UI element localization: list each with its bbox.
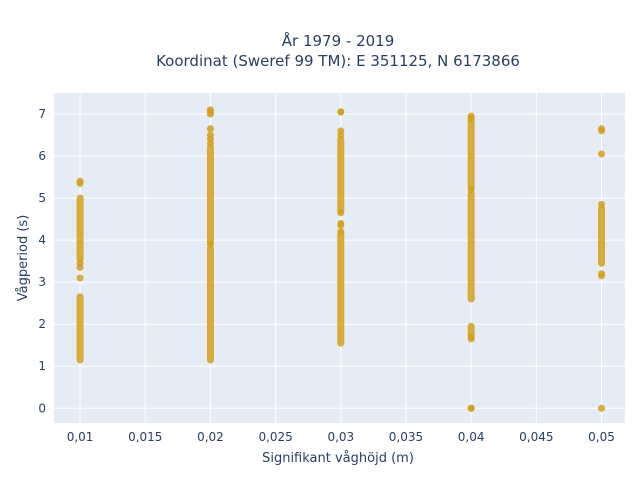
y-tick-label: 0 [38, 401, 46, 415]
scatter-point-cluster [467, 116, 475, 192]
scatter-point [206, 125, 214, 133]
x-axis-title: Signifikant våghöjd (m) [262, 451, 414, 466]
scatter-point [337, 228, 345, 236]
scatter-point [76, 179, 84, 187]
scatter-point [467, 186, 475, 194]
y-axis-title: Vågperiod (s) [16, 215, 31, 302]
x-tick-label: 0,035 [389, 430, 423, 444]
x-tick-labels: 0,01 0,015 0,02 0,025 0,03 0,035 0,04 0,045 0,05 [67, 430, 615, 444]
scatter-point [206, 240, 214, 248]
scatter-point [598, 200, 606, 208]
scatter-point [206, 139, 214, 147]
scatter-point-cluster [76, 293, 84, 364]
chart-title-line-2: Koordinat (Sweref 99 TM): E 351125, N 61… [156, 52, 520, 70]
scatter-point-cluster [206, 144, 214, 246]
scatter-point [467, 335, 475, 343]
scatter-point [598, 150, 606, 158]
scatter-point [337, 131, 345, 139]
x-tick-label: 0,05 [588, 430, 615, 444]
scatter-point-cluster [467, 190, 475, 303]
y-tick-label: 3 [38, 275, 46, 289]
scatter-point-cluster [206, 245, 214, 364]
scatter-point-cluster [337, 135, 345, 215]
data-points [76, 106, 606, 412]
x-tick-label: 0,015 [128, 430, 162, 444]
scatter-point [467, 114, 475, 122]
y-tick-label: 1 [38, 359, 46, 373]
y-tick-label: 4 [38, 233, 46, 247]
scatter-point [76, 274, 84, 282]
scatter-point [598, 404, 606, 412]
scatter-point [206, 110, 214, 118]
x-tick-label: 0,045 [519, 430, 553, 444]
x-tick-label: 0,04 [458, 430, 485, 444]
scatter-point-cluster [337, 230, 345, 347]
x-tick-label: 0,025 [258, 430, 292, 444]
y-tick-label: 7 [38, 107, 46, 121]
y-tick-label: 5 [38, 191, 46, 205]
x-tick-label: 0,01 [67, 430, 94, 444]
chart-title-line-1: År 1979 - 2019 [282, 31, 395, 50]
y-tick-label: 6 [38, 149, 46, 163]
scatter-point [598, 270, 606, 278]
scatter-point [76, 259, 84, 267]
scatter-point-cluster [76, 194, 84, 263]
scatter-point-cluster [598, 205, 606, 267]
scatter-point [598, 127, 606, 135]
scatter-point [467, 404, 475, 412]
y-tick-labels: 0 1 2 3 4 5 6 7 [38, 107, 46, 415]
y-tick-label: 2 [38, 317, 46, 331]
x-tick-label: 0,02 [197, 430, 224, 444]
scatter-point [337, 209, 345, 217]
scatter-point [337, 221, 345, 229]
scatter-point [337, 108, 345, 116]
x-tick-label: 0,03 [327, 430, 354, 444]
